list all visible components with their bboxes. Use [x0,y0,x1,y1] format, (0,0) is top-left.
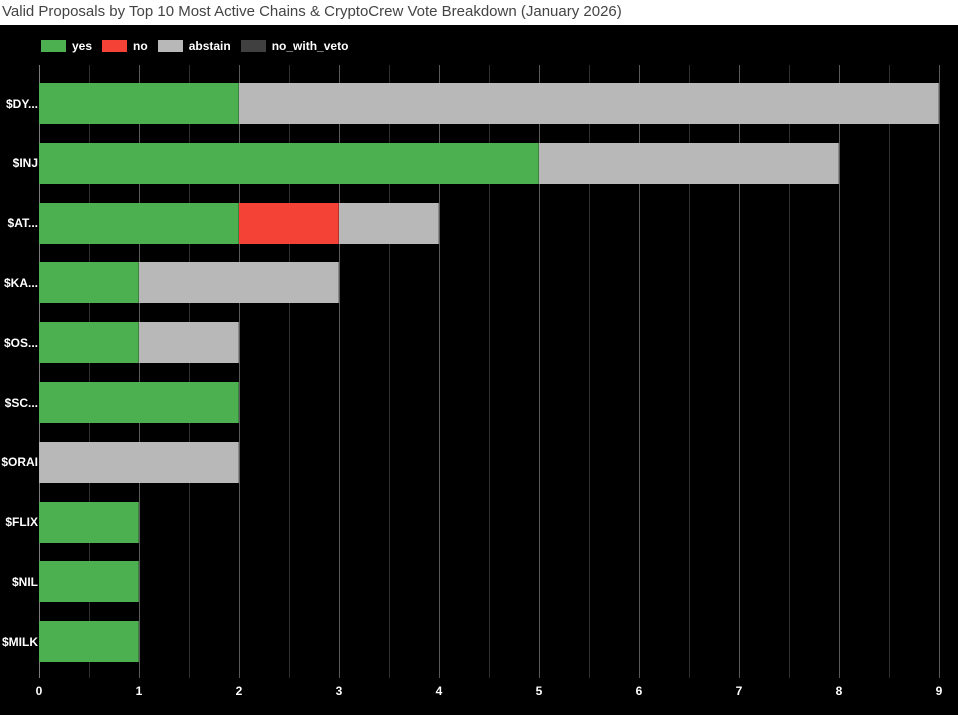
y-category-label: $NIL [11,574,38,589]
gridline-major [39,65,40,678]
bar-row [39,262,339,304]
gridline-major [639,65,640,678]
gridline-minor [389,65,390,678]
y-category-label: $MILK [2,634,38,649]
legend-item-no-with-veto[interactable]: no_with_veto [240,39,349,53]
gridline-major [439,65,440,678]
gridline-major [939,65,940,678]
chart-area: yes no abstain no_with_veto 0 1 2 3 4 5 6 7 8 9 $DY..… [0,25,958,715]
x-tick-label: 5 [535,684,543,698]
gridline-minor [889,65,890,678]
x-tick-label: 7 [735,684,743,698]
y-category-label: $DY... [5,96,38,111]
x-tick-label: 2 [235,684,243,698]
chart-title: Valid Proposals by Top 10 Most Active Ch… [2,3,622,20]
bar-segment-yes[interactable] [39,621,139,663]
bar-segment-yes[interactable] [39,142,539,184]
y-category-label: $ORAI [1,455,38,470]
x-tick-label: 8 [835,684,843,698]
gridline-major [739,65,740,678]
legend-label: no_with_veto [271,39,349,53]
gridline-minor [589,65,590,678]
legend-label: yes [72,39,93,53]
y-category-label: $SC... [4,395,38,410]
y-category-label: $INJ [12,156,38,171]
bar-row [39,202,439,244]
bar-row [39,501,139,543]
bar-row [39,621,139,663]
bar-segment-abstain[interactable] [239,83,939,124]
y-category-label: $FLIX [5,515,38,530]
x-tick-label: 1 [135,684,143,698]
x-tick-label: 6 [635,684,643,698]
gridline-minor [189,65,190,678]
gridline-minor [289,65,290,678]
gridline-major [839,65,840,678]
bar-row [39,382,239,423]
bar-segment-abstain[interactable] [39,441,239,483]
bar-row [39,441,239,483]
gridline-major [339,65,340,678]
legend-swatch [240,40,266,52]
legend: yes no abstain no_with_veto [41,39,358,53]
bar-segment-yes[interactable] [39,561,139,603]
legend-swatch [157,40,183,52]
bar-segment-yes[interactable] [39,83,239,124]
y-category-label: $KA... [3,275,38,290]
bar-segment-no[interactable] [239,202,339,244]
gridline-minor [689,65,690,678]
gridline-major [539,65,540,678]
legend-label: abstain [188,39,231,53]
legend-item-no[interactable]: no [102,39,148,53]
gridline-major [239,65,240,678]
x-tick-label: 0 [35,684,43,698]
bar-row [39,83,939,124]
legend-label: no [133,39,148,53]
x-tick-label: 3 [335,684,343,698]
bar-row [39,322,239,364]
bar-segment-abstain[interactable] [139,322,239,364]
bar-segment-yes[interactable] [39,382,239,423]
bar-segment-yes[interactable] [39,262,139,304]
legend-item-yes[interactable]: yes [41,39,92,53]
bar-row [39,561,139,603]
gridline-minor [789,65,790,678]
gridline-minor [489,65,490,678]
bar-segment-abstain[interactable] [139,262,339,304]
bar-segment-abstain[interactable] [539,142,839,184]
bar-segment-abstain[interactable] [339,202,439,244]
bar-segment-yes[interactable] [39,202,239,244]
legend-swatch [41,40,66,52]
bar-segment-yes[interactable] [39,322,139,364]
gridline-minor [89,65,90,678]
x-tick-label: 9 [935,684,943,698]
y-category-label: $AT... [7,216,38,231]
gridline-major [139,65,140,678]
legend-swatch [102,40,128,52]
y-category-label: $OS... [3,335,38,350]
bar-segment-yes[interactable] [39,501,139,543]
bar-row [39,142,839,184]
legend-item-abstain[interactable]: abstain [157,39,231,53]
x-tick-label: 4 [435,684,443,698]
